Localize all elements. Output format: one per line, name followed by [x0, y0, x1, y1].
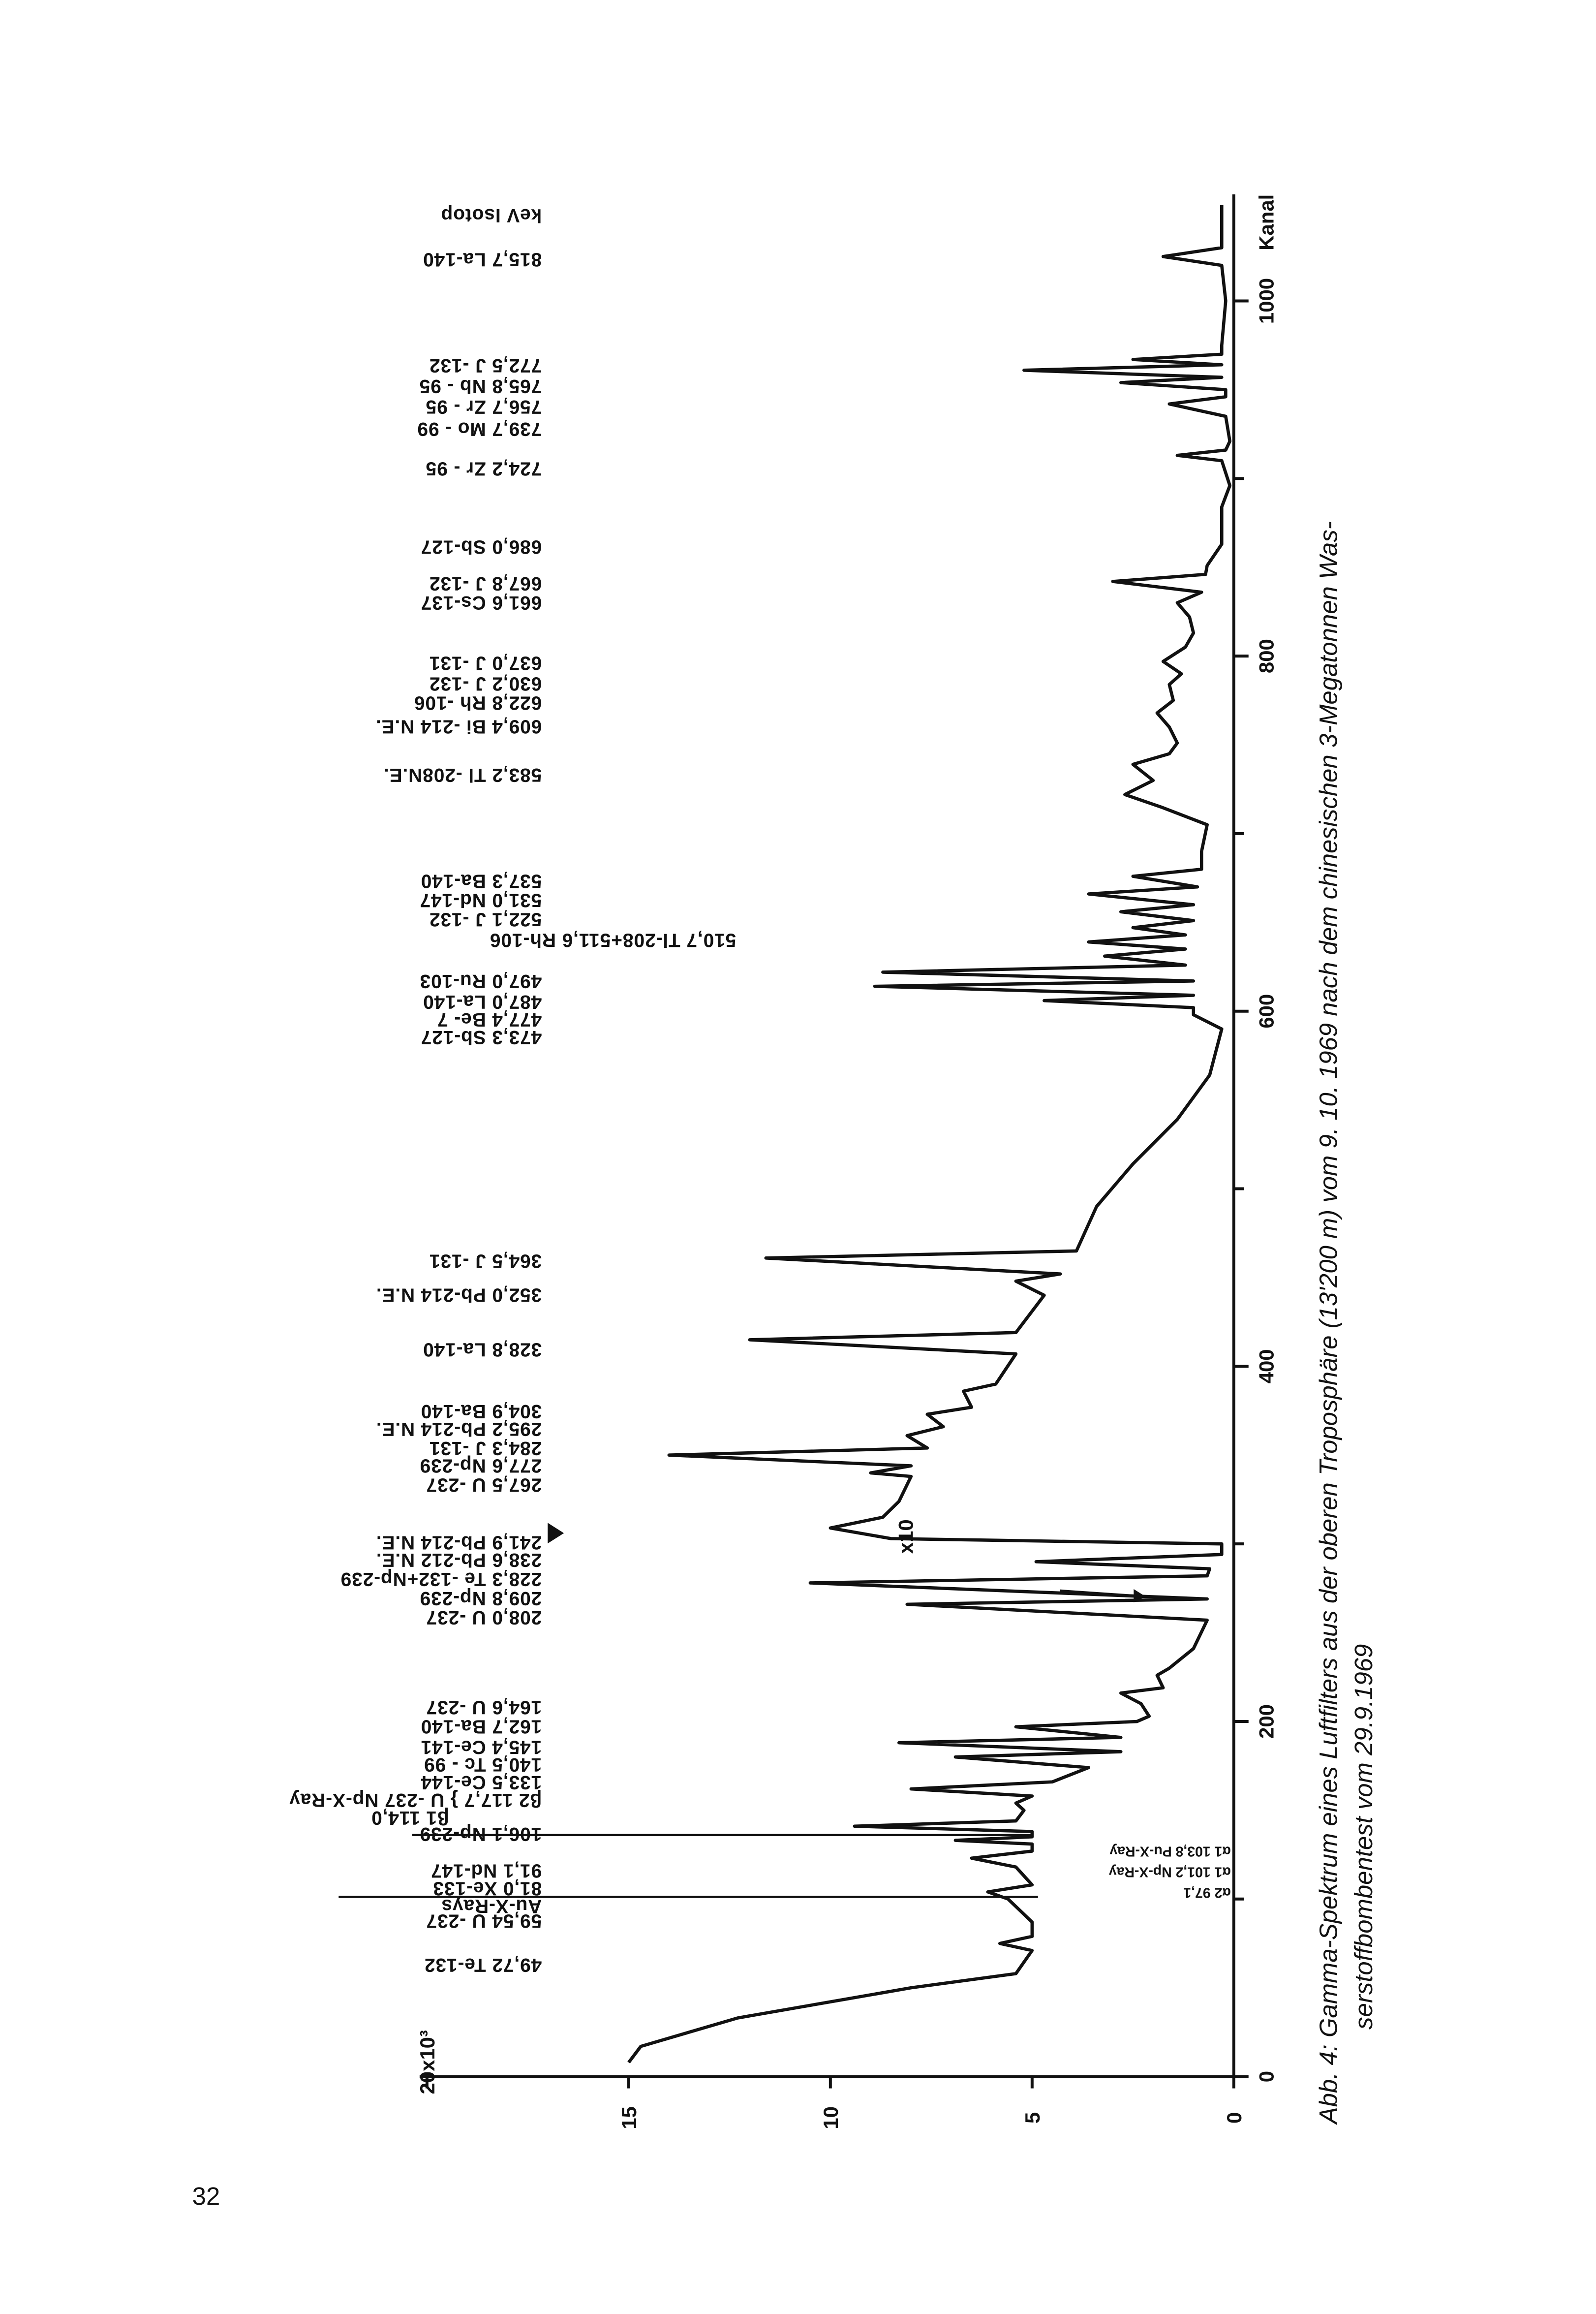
peak-label: 59,54 U -237: [426, 1910, 542, 1931]
peak-label: 815,7 La-140: [423, 249, 542, 270]
peak-label: 622,8 Rh -106: [414, 692, 542, 714]
page-number: 32: [192, 2182, 220, 2210]
peak-label: Au-X-Rays: [441, 1895, 542, 1916]
x-tick-label: 1000: [1255, 278, 1278, 324]
peak-label: 209,8 Np-239: [420, 1588, 542, 1609]
peak-label: 106,1 Np-239: [420, 1823, 542, 1845]
peak-label: 487,0 La-140: [423, 991, 542, 1012]
x-tick-label: 0: [1255, 2071, 1278, 2082]
peak-label: 772,5 J -132: [429, 355, 542, 376]
peak-label: 667,8 J -132: [429, 573, 542, 594]
peak-label: 609,4 Bi -214 N.E.: [375, 716, 542, 737]
peak-label: 284,3 J -131: [429, 1438, 542, 1459]
peak-label: 477,4 Be- 7: [437, 1009, 542, 1030]
peak-label: 352,0 Pb-214 N.E.: [376, 1284, 542, 1306]
peak-label: 277,6 Np-239: [420, 1455, 542, 1476]
peak-label: β1 114,0: [371, 1807, 449, 1828]
caption-line: Abb. 4: Gamma-Spektrum eines Luftfilters…: [1314, 521, 1342, 2125]
peak-label: 739,7 Mo - 99: [417, 418, 542, 439]
peak-label: 295,2 Pb-214 N.E.: [376, 1418, 542, 1439]
peak-label: 81,0 Xe-133: [433, 1878, 542, 1899]
peak-label: 304,9 Ba-140: [421, 1401, 542, 1422]
peak-label-small: α1 101,2 Np-X-Ray: [1109, 1864, 1231, 1880]
peak-label: 241,9 Pb-214 N.E.: [376, 1532, 542, 1553]
peak-label: 537,3 Ba-140: [421, 871, 542, 892]
peak-label: 473,3 Sb-127: [421, 1027, 542, 1048]
caption-line: serstoffbombentest vom 29.9.1969: [1350, 1644, 1378, 2030]
peak-label: 267,5 U -237: [426, 1474, 542, 1496]
peak-label-small: α1 103,8 Pu-X-Ray: [1109, 1844, 1231, 1859]
peak-label: 91,1 Nd-147: [430, 1860, 542, 1881]
marker-triangle: [548, 1523, 564, 1544]
peak-label: 238,6 Pb-212 N.E.: [376, 1549, 542, 1570]
peak-label: 162,7 Ba-140: [421, 1716, 542, 1737]
spectrum-line: [627, 205, 1232, 2064]
peak-label: 364,5 J -131: [429, 1251, 542, 1272]
y-tick-label: 5: [1021, 2112, 1044, 2124]
annotation-header: keV Isotop: [441, 205, 542, 226]
peak-label: 228,3 Te -132+Np-239: [340, 1568, 542, 1590]
peak-label: 522,1 J -132: [429, 908, 542, 930]
y-tick-label: 0: [1223, 2112, 1246, 2124]
peak-label: 756,7 Zr - 95: [426, 396, 542, 417]
peak-label: 637,0 J -131: [429, 653, 542, 674]
peak-label-small: α2 97,1: [1183, 1885, 1230, 1901]
peak-label: 531,0 Nd-147: [420, 890, 542, 911]
peak-label: 133,5 Ce-144: [421, 1772, 542, 1793]
x-tick-label: 200: [1255, 1704, 1278, 1739]
x-tick-label: 800: [1255, 639, 1278, 673]
peak-label: 49,72 Te-132: [424, 1954, 542, 1975]
peak-label: 630,2 J -132: [429, 673, 542, 694]
y-tick-label: 15: [617, 2106, 641, 2129]
y-tick-label: 10: [819, 2106, 842, 2129]
peak-label: 765,8 Nb - 95: [419, 375, 542, 397]
peak-label: 164,6 U -237: [426, 1696, 542, 1718]
peak-label: 208,0 U -237: [426, 1607, 542, 1628]
peak-label: 583,2 Tl -208N.E.: [383, 764, 542, 785]
x-tick-label: 600: [1255, 994, 1278, 1029]
scale-note: x10: [894, 1519, 917, 1554]
peak-label: 724,2 Zr - 95: [426, 458, 542, 479]
peak-label: 140,5 Tc - 99: [424, 1754, 542, 1775]
x-tick-label: 400: [1255, 1349, 1278, 1383]
peak-label: β2 117,7 } U -237 Np-X-Ray: [289, 1789, 542, 1811]
peak-label: 145,4 Ce-141: [421, 1736, 542, 1757]
peak-label: 510,7 Tl-208+511,6 Rh-106: [490, 929, 736, 950]
peak-label: 328,8 La-140: [423, 1339, 542, 1360]
x-axis-label: Kanal: [1255, 194, 1278, 250]
y-tick-label: 20x10³: [416, 2030, 439, 2094]
peak-label: 686,0 Sb-127: [421, 536, 542, 557]
peak-label: 497,0 Ru-103: [420, 970, 542, 992]
peak-label: 661,6 Cs-137: [421, 592, 542, 613]
